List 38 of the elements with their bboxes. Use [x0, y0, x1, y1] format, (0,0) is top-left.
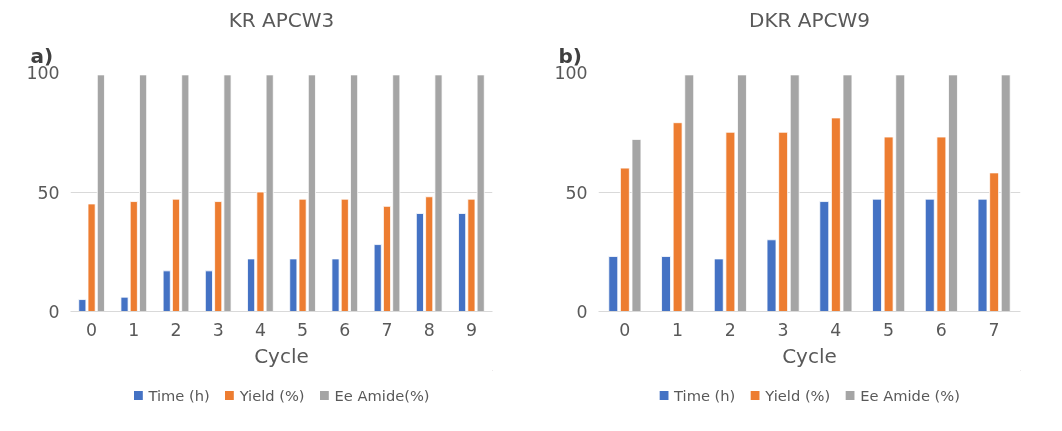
legend-label: Ee Amide(%) [334, 386, 430, 404]
x-axis-title: Cycle [782, 343, 837, 368]
y-tick-label: 50 [37, 182, 60, 203]
x-tick-label: 6 [339, 319, 351, 340]
x-tick-label: 8 [423, 319, 435, 340]
x-tick-label: 4 [830, 319, 842, 340]
bar [608, 256, 619, 312]
bar [789, 74, 800, 312]
bar [1000, 74, 1011, 312]
x-tick-label: 7 [381, 319, 393, 340]
legend-label: Ee Amide (%) [860, 386, 960, 404]
x-tick-label: 5 [883, 319, 895, 340]
x-tick-label: 3 [777, 319, 789, 340]
chart-title: KR APCW3 [228, 7, 335, 32]
legend-label: Time (h) [148, 386, 210, 404]
y-tick-label: 0 [576, 302, 588, 322]
y-tick-label: 0 [48, 302, 60, 322]
legend-label: Time (h) [674, 386, 736, 404]
x-tick-label: 0 [86, 319, 98, 340]
x-tick-label: 3 [212, 319, 224, 340]
x-tick-label: 7 [988, 319, 1000, 340]
x-tick-label: 5 [297, 319, 309, 340]
x-tick-label: 2 [170, 319, 182, 340]
x-tick-label: 9 [465, 319, 477, 340]
x-tick-label: 1 [672, 319, 684, 340]
chart-title: DKR APCW9 [749, 7, 870, 32]
x-axis-title: Cycle [254, 343, 309, 368]
text: b) [558, 43, 582, 68]
x-tick-label: 2 [724, 319, 736, 340]
x-tick-label: 6 [935, 319, 947, 340]
bar [819, 201, 830, 312]
y-tick-label: 50 [565, 182, 588, 203]
x-tick-label: 0 [619, 319, 631, 340]
x-tick-label: 1 [128, 319, 140, 340]
legend-label: Yield (%) [765, 386, 831, 404]
legend-label: Yield (%) [239, 386, 305, 404]
text: a) [30, 43, 54, 68]
x-tick-label: 4 [254, 319, 266, 340]
